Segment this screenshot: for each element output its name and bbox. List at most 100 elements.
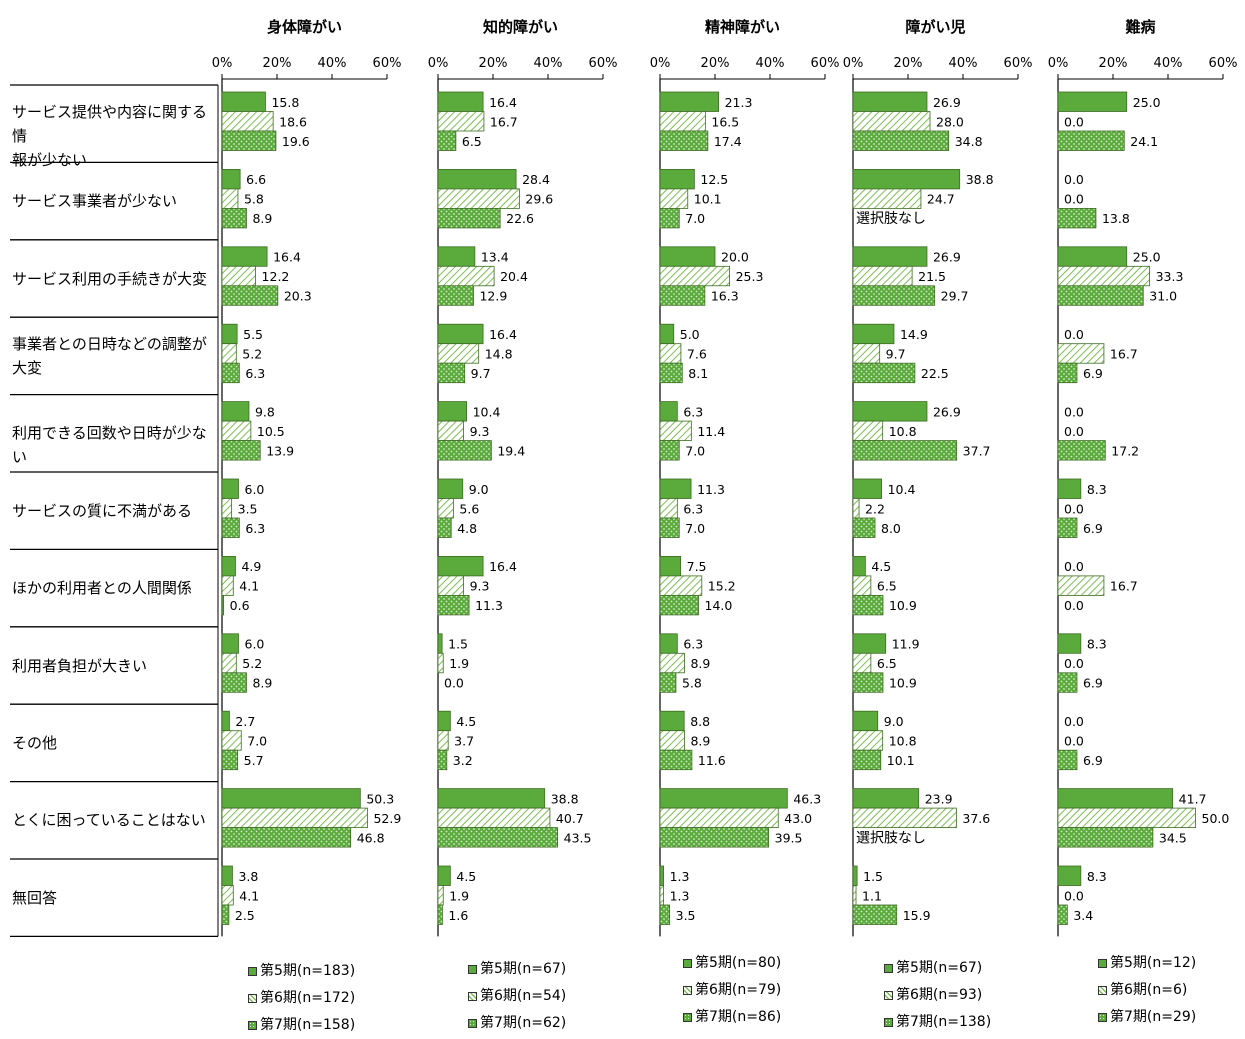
legend-swatch xyxy=(248,994,257,1003)
data-label: 28.4 xyxy=(522,172,550,187)
bar xyxy=(659,323,675,345)
legend-item: 第6期(n=6) xyxy=(1098,979,1187,999)
data-label: 6.6 xyxy=(246,172,266,187)
bar xyxy=(659,130,709,151)
data-label: 10.1 xyxy=(694,192,722,207)
data-label: 1.5 xyxy=(448,637,468,652)
data-label: 19.4 xyxy=(497,443,525,458)
bar xyxy=(221,710,230,732)
data-label: 16.4 xyxy=(273,250,301,265)
bar xyxy=(221,517,240,538)
data-label: 7.0 xyxy=(247,733,267,748)
data-label: 46.8 xyxy=(357,830,385,845)
data-label: 0.0 xyxy=(1064,733,1084,748)
bar xyxy=(221,885,234,906)
bar xyxy=(852,323,895,345)
data-label: 8.3 xyxy=(1087,482,1107,497)
bar xyxy=(437,343,480,364)
data-label: 8.3 xyxy=(1087,637,1107,652)
bar xyxy=(221,595,225,616)
data-label: 4.5 xyxy=(456,869,476,884)
bar xyxy=(437,91,484,112)
bar xyxy=(659,478,692,499)
bar xyxy=(659,362,683,384)
data-label: 41.7 xyxy=(1179,791,1207,806)
bar xyxy=(437,130,457,151)
data-label: 4.8 xyxy=(457,521,477,536)
legend-item: 第7期(n=138) xyxy=(884,1011,991,1031)
bar xyxy=(852,168,961,190)
bar xyxy=(1057,265,1150,287)
legend-label: 第5期(n=67) xyxy=(480,961,567,977)
data-label: 14.9 xyxy=(900,327,928,342)
legend-swatch xyxy=(884,991,893,1000)
legend-swatch xyxy=(884,964,893,973)
bar xyxy=(852,362,916,384)
bar xyxy=(852,904,898,925)
x-tick-label: 40% xyxy=(756,56,785,71)
panel-title: 身体障がい xyxy=(267,18,342,36)
data-label: 0.0 xyxy=(1064,656,1084,671)
data-label: 3.2 xyxy=(453,753,473,768)
data-label: 0.0 xyxy=(1064,714,1084,729)
bar xyxy=(1057,343,1105,364)
data-label: 8.9 xyxy=(252,211,272,226)
legend-label: 第7期(n=29) xyxy=(1110,1009,1197,1025)
x-tick-label: 0% xyxy=(212,56,233,71)
bar xyxy=(437,749,448,771)
bar xyxy=(221,323,238,345)
data-label: 40.7 xyxy=(556,811,584,826)
bar xyxy=(659,710,685,732)
bar xyxy=(1057,865,1082,886)
bar xyxy=(437,498,454,519)
data-label: 5.5 xyxy=(243,327,263,342)
data-label: 52.9 xyxy=(373,811,401,826)
x-tick-label: 40% xyxy=(318,56,347,71)
x-tick-label: 20% xyxy=(479,56,508,71)
category-label: 無回答 xyxy=(12,886,218,910)
bar xyxy=(1057,672,1078,693)
bar xyxy=(852,885,857,906)
bar xyxy=(852,556,866,577)
bar xyxy=(852,401,928,422)
data-label: 3.5 xyxy=(238,501,258,516)
category-label-line: 利用者負担が大きい xyxy=(12,656,148,675)
bar xyxy=(852,440,958,461)
bar xyxy=(221,749,239,771)
legend-swatch xyxy=(248,967,257,976)
bar xyxy=(852,420,884,442)
data-label: 50.0 xyxy=(1202,811,1230,826)
x-tick-label: 0% xyxy=(428,56,449,71)
data-label: 25.0 xyxy=(1133,250,1161,265)
data-label: 25.3 xyxy=(736,269,764,284)
bar xyxy=(1057,575,1105,596)
data-label: 3.5 xyxy=(676,908,696,923)
bar xyxy=(659,652,685,674)
bar xyxy=(221,440,261,461)
data-label: 12.5 xyxy=(700,172,728,187)
data-label: 29.7 xyxy=(941,289,969,304)
bar xyxy=(1057,130,1125,151)
x-tick-label: 60% xyxy=(811,56,840,71)
legend-item: 第7期(n=29) xyxy=(1098,1006,1196,1026)
data-label: 0.0 xyxy=(1064,888,1084,903)
data-label: 0.0 xyxy=(1064,424,1084,439)
bar xyxy=(437,865,451,886)
bar xyxy=(659,498,678,519)
data-label: 22.6 xyxy=(506,211,534,226)
x-tick-label: 0% xyxy=(1048,56,1069,71)
bar xyxy=(1057,478,1082,499)
bar xyxy=(659,556,682,577)
legend-swatch xyxy=(1098,1013,1107,1022)
data-label: 26.9 xyxy=(933,404,961,419)
bar xyxy=(852,517,876,538)
data-label: 11.4 xyxy=(697,424,725,439)
bar xyxy=(852,807,957,828)
x-tick-label: 40% xyxy=(949,56,978,71)
data-label: 2.2 xyxy=(865,501,885,516)
legend-label: 第6期(n=172) xyxy=(260,990,356,1006)
legend-item: 第5期(n=80) xyxy=(683,952,781,972)
category-label: ほかの利用者との人間関係 xyxy=(12,576,218,600)
data-label: 26.9 xyxy=(933,95,961,110)
bar xyxy=(1057,285,1144,306)
